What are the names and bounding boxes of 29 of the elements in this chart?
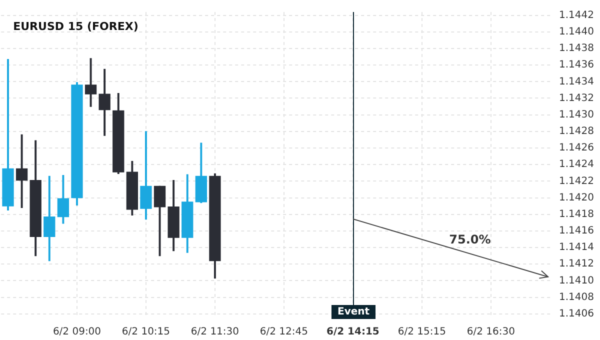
y-tick-label: 1.1428 (559, 126, 594, 138)
y-tick-label: 1.1412 (559, 258, 594, 270)
x-tick-label: 6/2 12:45 (260, 326, 308, 338)
y-tick-label: 1.1426 (559, 142, 594, 154)
y-tick-label: 1.1440 (559, 26, 594, 38)
y-tick-label: 1.1442 (559, 10, 594, 21)
x-tick-label: 6/2 10:15 (122, 326, 170, 338)
x-tick-label: 6/2 11:30 (190, 326, 240, 338)
y-tick-label: 1.1418 (559, 208, 594, 220)
y-tick-label: 1.1414 (559, 242, 594, 254)
y-tick-label: 1.1422 (559, 176, 594, 187)
x-tick-label: 6/2 15:15 (398, 326, 446, 338)
y-tick-label: 1.1430 (559, 109, 594, 120)
y-tick-label: 1.1438 (559, 43, 594, 54)
y-tick-label: 1.1410 (559, 275, 594, 286)
text: EURUSD 15 (FOREX) (13, 20, 138, 33)
y-tick-label: 1.1408 (559, 292, 594, 303)
y-tick-label: 1.1420 (559, 192, 594, 204)
y-tick-label: 1.1406 (559, 308, 594, 320)
y-tick-label: 1.1434 (559, 76, 594, 88)
y-tick-label: 1.1416 (559, 226, 594, 237)
y-tick-label: 1.1424 (559, 159, 594, 170)
x-tick-label: 6/2 14:15 (326, 326, 380, 338)
ref-line-label: Event (337, 306, 370, 318)
x-tick-label: 6/2 16:30 (466, 326, 515, 338)
y-tick-label: 1.1432 (559, 92, 594, 104)
annotation: 75.0% (449, 232, 491, 247)
x-tick-label: 6/2 09:00 (52, 326, 102, 338)
y-tick-label: 1.1436 (559, 60, 594, 71)
